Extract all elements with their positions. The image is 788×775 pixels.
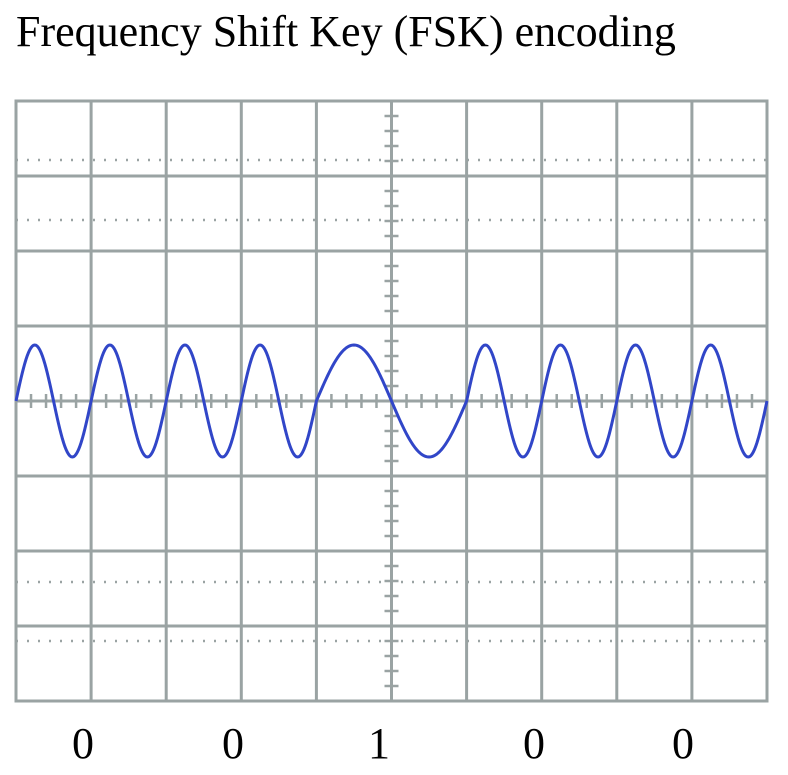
fsk-waveform (14, 343, 769, 459)
bit-label: 0 (222, 719, 244, 768)
bit-label: 0 (72, 719, 94, 768)
chart-title: Frequency Shift Key (FSK) encoding (16, 7, 676, 56)
bit-label: 1 (368, 719, 390, 768)
bit-label: 0 (523, 719, 545, 768)
bit-label: 0 (672, 719, 694, 768)
